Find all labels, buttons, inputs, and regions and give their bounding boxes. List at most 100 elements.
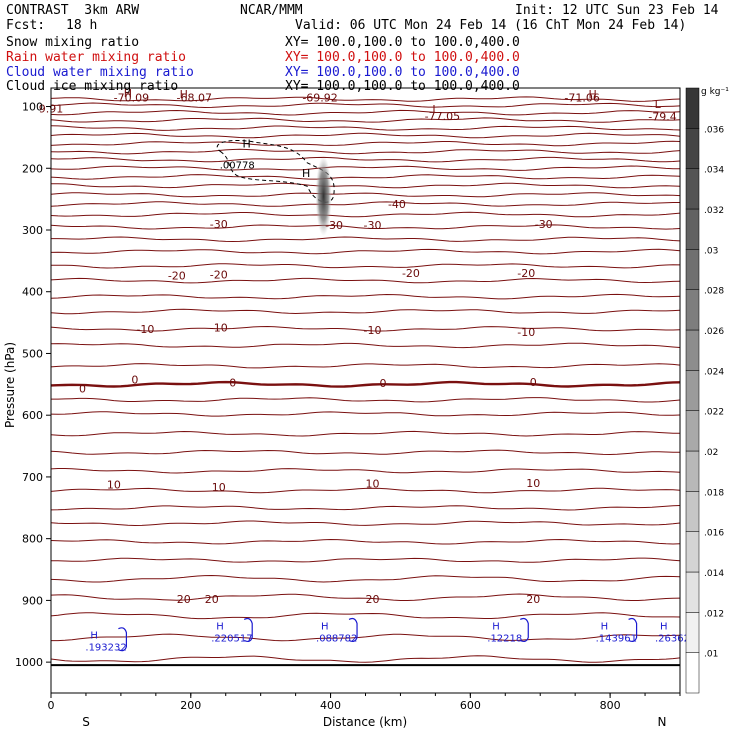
isotherm xyxy=(50,109,681,116)
isotherm xyxy=(50,593,681,601)
isotherm xyxy=(50,165,681,171)
contour-label: 10 xyxy=(526,477,540,490)
field-cloudwater-xy: XY= 100.0,100.0 to 100.0,400.0 xyxy=(285,65,520,80)
contour-label: 0 xyxy=(530,376,537,389)
extremum-mark: H xyxy=(302,167,310,180)
field-cloudwater-name: Cloud water mixing ratio xyxy=(6,65,194,80)
field-cloudice-name: Cloud ice mixing ratio xyxy=(6,79,179,94)
cloud-water-max-value: .26362 xyxy=(655,633,690,644)
field-rain-name: Rain water mixing ratio xyxy=(6,50,187,65)
cloud-water-max-value: .220517 xyxy=(211,633,252,644)
contour-label: -20 xyxy=(517,267,535,280)
cloud-water-contour xyxy=(628,617,638,643)
contour-label: -20 xyxy=(210,268,228,281)
isotherm xyxy=(50,117,681,123)
y-tick-label: 400 xyxy=(22,286,43,299)
org-label: NCAR/MMM xyxy=(240,3,303,18)
isotherm xyxy=(50,342,681,349)
contour-label: -30 xyxy=(325,219,343,232)
colorbar-swatch xyxy=(685,208,700,250)
isotherm xyxy=(50,132,681,139)
isotherm xyxy=(50,248,681,255)
colorbar-swatch xyxy=(685,531,700,573)
colorbar-unit: g kg⁻¹ xyxy=(701,87,729,97)
colorbar-swatch xyxy=(685,370,700,411)
colorbar-swatch xyxy=(685,329,700,371)
contour-label: 0 xyxy=(79,383,86,396)
colorbar-swatch xyxy=(685,571,700,613)
y-tick-label: 500 xyxy=(22,347,43,360)
y-tick-label: 700 xyxy=(22,471,43,484)
contour-label: 20 xyxy=(365,593,379,606)
isotherm xyxy=(50,411,681,417)
colorbar-label: .02 xyxy=(704,448,718,458)
contour-label: -69.92 xyxy=(302,91,337,104)
extremum-mark: H xyxy=(588,88,596,101)
field-rain-xy: XY= 100.0,100.0 to 100.0,400.0 xyxy=(285,50,520,65)
isotherm xyxy=(50,277,681,284)
colorbar-label: .022 xyxy=(704,408,724,418)
isotherm xyxy=(50,96,681,102)
contour-label: 20 xyxy=(205,593,219,606)
contour-label: -20 xyxy=(402,267,420,280)
init-time: Init: 12 UTC Sun 23 Feb 14 xyxy=(515,3,719,18)
x-tick-label: 200 xyxy=(180,699,201,712)
field-snow-name: Snow mixing ratio xyxy=(6,35,140,50)
isotherm xyxy=(50,520,681,527)
x-tick-label: 0 xyxy=(48,699,55,712)
field-cloudice-xy: XY= 100.0,100.0 to 100.0,400.0 xyxy=(285,79,520,94)
isotherm xyxy=(50,125,681,131)
extremum-mark: L xyxy=(432,103,439,116)
contour-label: -68.07 xyxy=(177,91,212,104)
y-tick-label: 900 xyxy=(22,594,43,607)
contour-label: 20 xyxy=(177,593,191,606)
y-axis-label: Pressure (hPa) xyxy=(3,342,17,428)
colorbar-swatch xyxy=(685,612,700,653)
contour-label: -40 xyxy=(388,198,406,211)
contour-label: 0 xyxy=(229,376,236,389)
cloud-water-max-value: .143961 xyxy=(596,633,637,644)
colorbar-label: .026 xyxy=(704,327,724,337)
snow-shading xyxy=(315,155,332,237)
cloud-water-contour xyxy=(118,627,128,652)
model-title: CONTRAST 3km ARW xyxy=(6,3,140,18)
contour-label: 20 xyxy=(526,593,540,606)
isotherm xyxy=(51,236,681,243)
contour-label: 10 xyxy=(212,481,226,494)
isotherm xyxy=(50,182,681,189)
colorbar-swatch xyxy=(685,450,700,492)
isotherm xyxy=(50,102,681,109)
colorbar-swatch xyxy=(685,249,700,290)
colorbar-swatch xyxy=(685,652,700,694)
isotherm xyxy=(50,293,681,300)
y-tick-label: 200 xyxy=(22,162,43,175)
colorbar-label: .024 xyxy=(704,367,724,377)
isotherm xyxy=(50,468,681,474)
contour-label: -10 xyxy=(136,323,154,336)
y-tick-label: 800 xyxy=(22,533,43,546)
isotherm xyxy=(51,633,681,642)
cloud-water-high-mark: H xyxy=(321,621,329,632)
isotherm xyxy=(50,201,680,207)
isotherm xyxy=(50,612,681,620)
x-end-left-label: S xyxy=(82,715,90,729)
contour-label: -10 xyxy=(517,326,535,339)
colorbar-label: .03 xyxy=(704,246,718,256)
isotherm xyxy=(50,487,681,494)
cloud-water-high-mark: H xyxy=(601,621,609,632)
extremum-mark: H xyxy=(180,88,188,101)
contour-label: -71.06 xyxy=(564,91,599,104)
zero-isotherm xyxy=(50,380,681,388)
valid-time: Valid: 06 UTC Mon 24 Feb 14 (16 ChT Mon … xyxy=(295,18,687,33)
isotherm xyxy=(50,211,681,218)
cloud-water-max-value: .12218 xyxy=(487,633,522,644)
contour-label: -10 xyxy=(364,324,382,337)
y-tick-label: 300 xyxy=(22,224,43,237)
isotherm xyxy=(50,655,681,663)
colorbar-swatch xyxy=(685,87,700,129)
isotherm xyxy=(50,325,681,332)
colorbar-swatch xyxy=(685,289,700,331)
fcst-value: 18 h xyxy=(66,18,98,33)
isotherm xyxy=(50,308,681,315)
